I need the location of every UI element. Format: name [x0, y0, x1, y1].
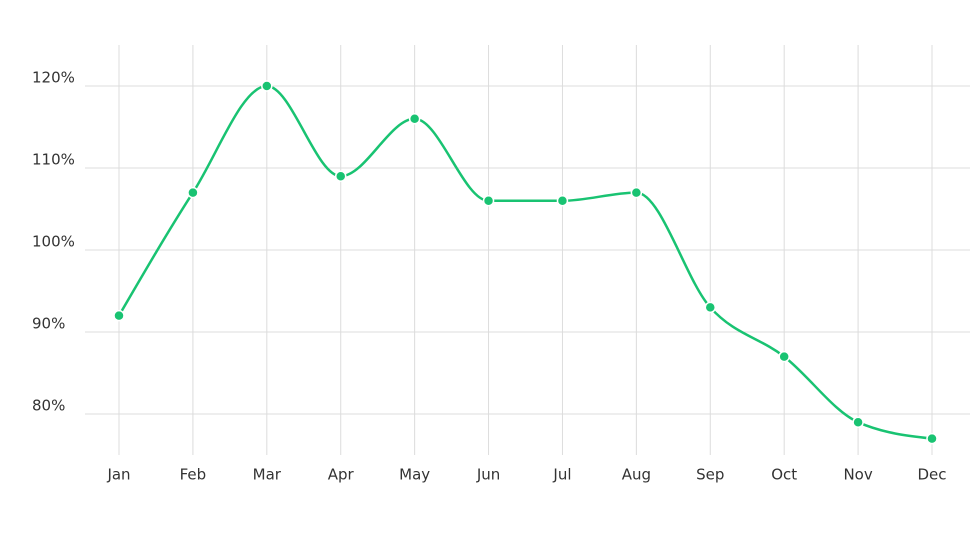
point — [630, 186, 643, 199]
x-tick-label: Sep — [696, 466, 724, 484]
point — [408, 113, 421, 125]
y-tick-label: 110% — [32, 151, 75, 169]
point — [704, 301, 717, 314]
x-tick-label: Jul — [552, 466, 571, 484]
x-tick-label: Apr — [328, 466, 355, 484]
y-tick-label: 120% — [32, 69, 75, 87]
y-tick-label: 80% — [32, 397, 65, 415]
point — [113, 309, 125, 322]
point — [926, 432, 938, 445]
line — [117, 84, 933, 440]
point — [556, 195, 569, 207]
x-tick-label: Feb — [180, 466, 207, 484]
point — [261, 80, 273, 92]
x-tick-label: Nov — [843, 466, 872, 484]
point — [187, 186, 199, 199]
x-tick-label: Jan — [106, 466, 130, 484]
x-tick-label: Aug — [622, 466, 651, 484]
x-tick-label: May — [399, 466, 430, 484]
y-tick-label: 90% — [32, 315, 65, 333]
y-tick-label: 100% — [32, 233, 75, 251]
x-tick-label: Oct — [771, 466, 797, 484]
point — [334, 170, 347, 182]
point — [482, 195, 495, 207]
x-tick-label: Mar — [253, 466, 282, 484]
x-tick-label: Dec — [917, 466, 946, 484]
x-tick-label: Jun — [476, 466, 500, 484]
point — [852, 416, 864, 428]
point — [778, 350, 790, 363]
